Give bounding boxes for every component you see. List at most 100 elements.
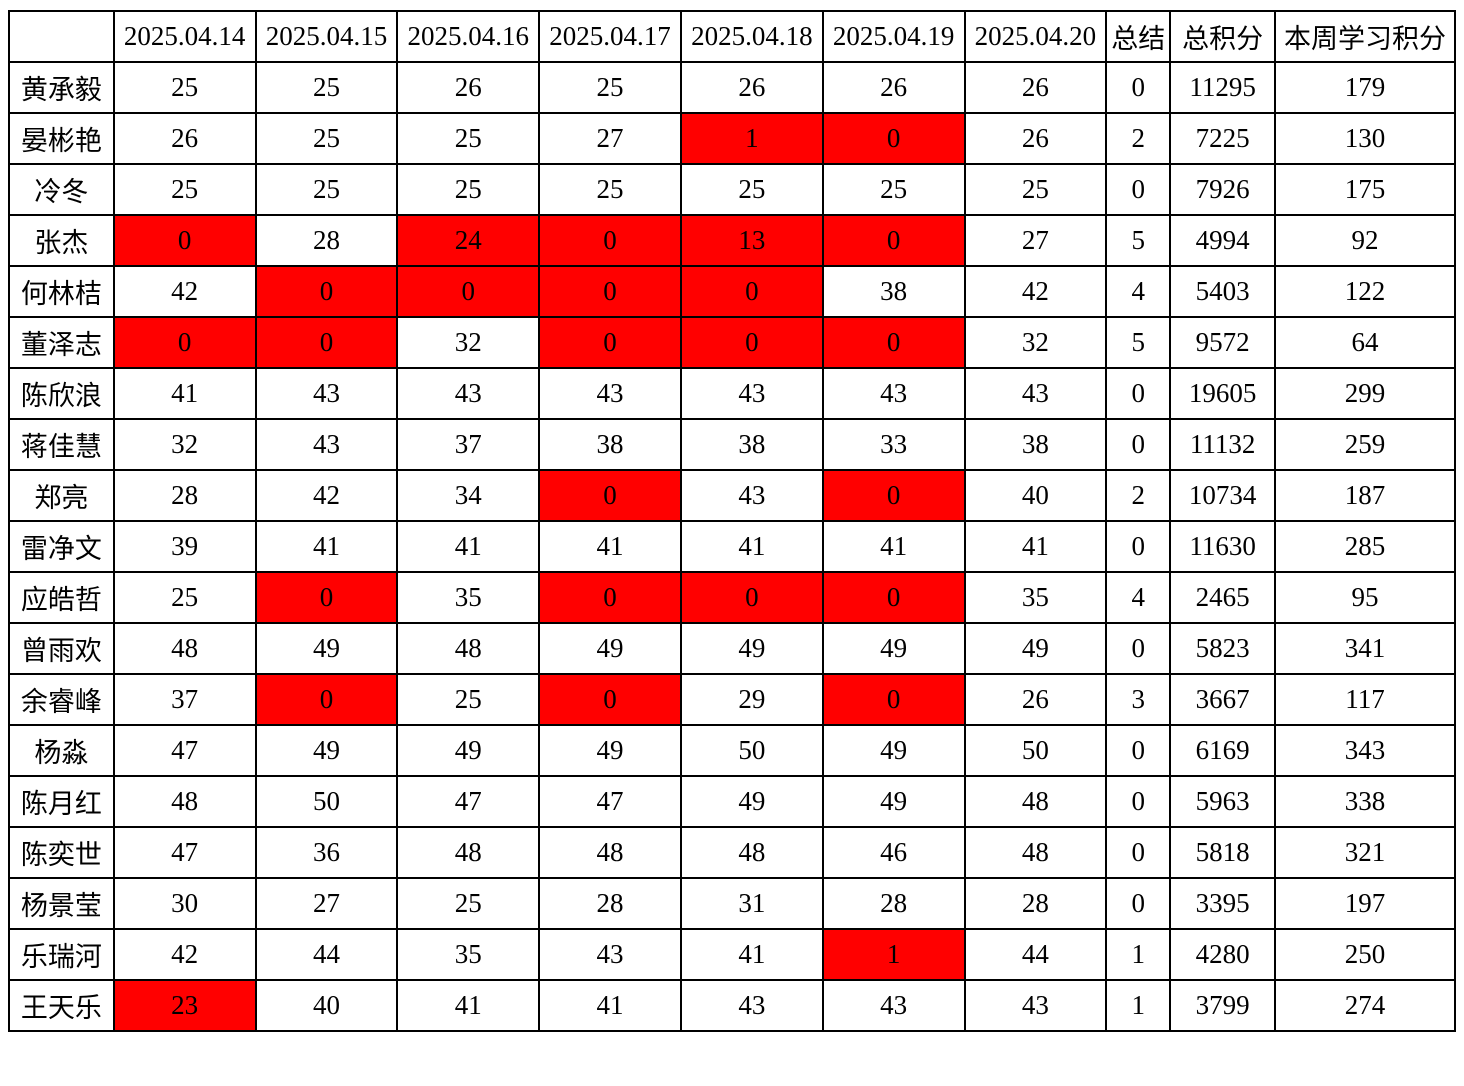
day-score-cell[interactable]: 41 [679,928,824,981]
day-score-cell[interactable]: 38 [821,265,966,318]
day-score-cell[interactable]: 25 [254,61,399,114]
total-points-cell[interactable]: 9572 [1169,316,1277,369]
day-score-cell-flagged[interactable]: 0 [538,673,682,726]
day-score-cell[interactable]: 41 [538,520,682,573]
day-score-cell[interactable]: 31 [679,877,824,930]
day-score-cell[interactable]: 43 [396,367,541,420]
day-score-cell-flagged[interactable]: 0 [254,316,399,369]
summary-count-cell[interactable]: 2 [1105,469,1172,522]
day-score-cell[interactable]: 32 [112,418,257,471]
week-study-points-cell[interactable]: 95 [1274,571,1456,624]
column-header-9[interactable]: 本周学习积分 [1274,10,1456,63]
student-name-cell[interactable]: 应皓哲 [8,571,115,624]
day-score-cell[interactable]: 47 [112,826,257,879]
day-score-cell[interactable]: 43 [254,418,399,471]
day-score-cell-flagged[interactable]: 0 [538,316,682,369]
total-points-cell[interactable]: 4280 [1169,928,1277,981]
day-score-cell[interactable]: 48 [963,826,1108,879]
summary-count-cell[interactable]: 0 [1105,520,1172,573]
summary-count-cell[interactable]: 0 [1105,622,1172,675]
day-score-cell[interactable]: 25 [112,163,257,216]
student-name-cell[interactable]: 曾雨欢 [8,622,115,675]
student-name-cell[interactable]: 黄承毅 [8,61,115,114]
day-score-cell[interactable]: 43 [821,979,966,1032]
day-score-cell-flagged[interactable]: 0 [538,265,682,318]
day-score-cell[interactable]: 49 [538,622,682,675]
day-score-cell-flagged[interactable]: 0 [821,214,966,267]
student-name-cell[interactable]: 杨景莹 [8,877,115,930]
corner-cell[interactable] [8,10,115,63]
student-name-cell[interactable]: 郑亮 [8,469,115,522]
day-score-cell[interactable]: 25 [396,673,541,726]
day-score-cell[interactable]: 48 [396,622,541,675]
day-score-cell[interactable]: 49 [679,775,824,828]
day-score-cell-flagged[interactable]: 0 [112,214,257,267]
day-score-cell[interactable]: 38 [538,418,682,471]
day-score-cell[interactable]: 29 [679,673,824,726]
summary-count-cell[interactable]: 0 [1105,877,1172,930]
day-score-cell-flagged[interactable]: 0 [679,571,824,624]
student-name-cell[interactable]: 陈月红 [8,775,115,828]
week-study-points-cell[interactable]: 343 [1274,724,1456,777]
total-points-cell[interactable]: 2465 [1169,571,1277,624]
day-score-cell[interactable]: 50 [254,775,399,828]
day-score-cell-flagged[interactable]: 0 [821,316,966,369]
student-name-cell[interactable]: 何林桔 [8,265,115,318]
day-score-cell-flagged[interactable]: 0 [821,112,966,165]
student-name-cell[interactable]: 乐瑞河 [8,928,115,981]
week-study-points-cell[interactable]: 130 [1274,112,1456,165]
summary-count-cell[interactable]: 4 [1105,571,1172,624]
day-score-cell[interactable]: 48 [112,622,257,675]
total-points-cell[interactable]: 5963 [1169,775,1277,828]
day-score-cell[interactable]: 27 [254,877,399,930]
day-score-cell-flagged[interactable]: 13 [679,214,824,267]
day-score-cell[interactable]: 43 [254,367,399,420]
student-name-cell[interactable]: 杨淼 [8,724,115,777]
day-score-cell-flagged[interactable]: 0 [679,265,824,318]
student-name-cell[interactable]: 雷净文 [8,520,115,573]
day-score-cell-flagged[interactable]: 0 [679,316,824,369]
day-score-cell[interactable]: 25 [538,61,682,114]
day-score-cell[interactable]: 25 [396,877,541,930]
day-score-cell[interactable]: 38 [679,418,824,471]
day-score-cell[interactable]: 28 [254,214,399,267]
week-study-points-cell[interactable]: 338 [1274,775,1456,828]
day-score-cell[interactable]: 43 [538,928,682,981]
total-points-cell[interactable]: 5403 [1169,265,1277,318]
total-points-cell[interactable]: 11132 [1169,418,1277,471]
week-study-points-cell[interactable]: 187 [1274,469,1456,522]
summary-count-cell[interactable]: 5 [1105,316,1172,369]
day-score-cell[interactable]: 39 [112,520,257,573]
day-score-cell[interactable]: 47 [396,775,541,828]
day-score-cell[interactable]: 47 [112,724,257,777]
day-score-cell[interactable]: 25 [112,571,257,624]
day-score-cell[interactable]: 49 [821,775,966,828]
column-header-6[interactable]: 2025.04.20 [963,10,1108,63]
day-score-cell[interactable]: 48 [112,775,257,828]
day-score-cell[interactable]: 40 [963,469,1108,522]
student-name-cell[interactable]: 蒋佳慧 [8,418,115,471]
day-score-cell[interactable]: 32 [963,316,1108,369]
student-name-cell[interactable]: 陈奕世 [8,826,115,879]
day-score-cell[interactable]: 33 [821,418,966,471]
total-points-cell[interactable]: 7225 [1169,112,1277,165]
day-score-cell[interactable]: 49 [679,622,824,675]
day-score-cell[interactable]: 43 [821,367,966,420]
day-score-cell[interactable]: 49 [254,724,399,777]
day-score-cell[interactable]: 43 [963,979,1108,1032]
day-score-cell[interactable]: 32 [396,316,541,369]
student-name-cell[interactable]: 陈欣浪 [8,367,115,420]
summary-count-cell[interactable]: 0 [1105,724,1172,777]
day-score-cell[interactable]: 40 [254,979,399,1032]
day-score-cell-flagged[interactable]: 0 [396,265,541,318]
total-points-cell[interactable]: 11630 [1169,520,1277,573]
day-score-cell[interactable]: 26 [821,61,966,114]
day-score-cell[interactable]: 26 [112,112,257,165]
day-score-cell[interactable]: 38 [963,418,1108,471]
day-score-cell[interactable]: 43 [679,367,824,420]
student-name-cell[interactable]: 余睿峰 [8,673,115,726]
day-score-cell-flagged[interactable]: 23 [112,979,257,1032]
week-study-points-cell[interactable]: 321 [1274,826,1456,879]
day-score-cell[interactable]: 26 [963,112,1108,165]
summary-count-cell[interactable]: 0 [1105,418,1172,471]
